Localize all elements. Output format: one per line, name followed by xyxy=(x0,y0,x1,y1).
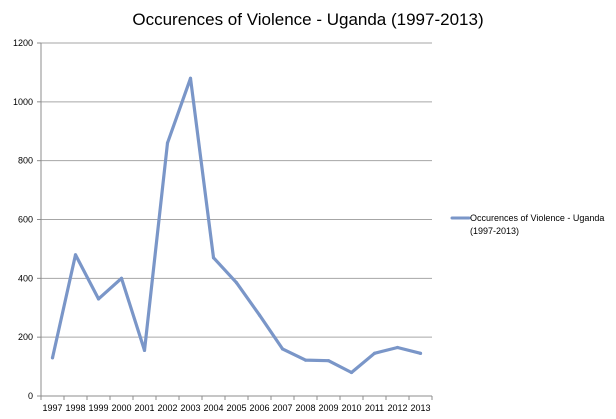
x-tick-labels: 1997 1998 1999 2000 2001 2002 2003 2004 2005 2006… xyxy=(42,403,430,413)
x-tick-label: 2012 xyxy=(387,403,407,413)
series-line-group xyxy=(50,76,423,375)
x-tick-label: 2007 xyxy=(272,403,292,413)
axes xyxy=(37,42,433,400)
data-point-2011 xyxy=(372,351,377,355)
x-tick-label: 1998 xyxy=(65,403,85,413)
data-point-2010 xyxy=(349,370,354,375)
series-line xyxy=(50,76,423,375)
data-point-2009 xyxy=(326,359,331,363)
data-point-1999 xyxy=(96,297,101,301)
data-point-2004 xyxy=(211,256,216,260)
x-tick-label: 2000 xyxy=(111,403,131,413)
x-tick-label: 2008 xyxy=(295,403,315,413)
y-tick-label: 1000 xyxy=(13,97,33,107)
gridlines xyxy=(41,42,432,338)
x-tick-label: 2005 xyxy=(226,403,246,413)
data-point-2000 xyxy=(119,276,124,280)
data-point-2001 xyxy=(142,348,147,353)
x-tick-label: 2003 xyxy=(180,403,200,413)
x-tick-label: 2011 xyxy=(365,403,384,413)
y-tick-label: 1200 xyxy=(13,38,33,48)
y-tick-label: 400 xyxy=(18,273,33,283)
legend-label-line1: Occurences of Violence - Uganda xyxy=(470,213,604,223)
y-tick-labels: 0 200 400 600 800 1000 1200 xyxy=(13,38,33,401)
x-tick-label: 2004 xyxy=(203,403,223,413)
y-tick-label: 800 xyxy=(18,156,33,166)
data-point-2008 xyxy=(303,358,308,362)
legend-label-line2: (1997-2013) xyxy=(470,226,519,236)
data-point-2007 xyxy=(280,347,285,351)
data-point-2003 xyxy=(188,76,193,80)
data-point-2013 xyxy=(418,351,423,355)
data-point-2012 xyxy=(395,345,400,350)
y-tick-label: 0 xyxy=(28,391,33,401)
x-tick-label: 2006 xyxy=(249,403,269,413)
y-tick-label: 200 xyxy=(18,332,33,342)
x-tick-label: 2009 xyxy=(318,403,338,413)
data-point-2002 xyxy=(165,141,170,145)
x-tick-label: 2010 xyxy=(341,403,361,413)
y-tick-label: 600 xyxy=(18,215,33,225)
x-tick-label: 1999 xyxy=(88,403,108,413)
x-tick-label: 2002 xyxy=(157,403,177,413)
x-tick-label: 2001 xyxy=(134,403,154,413)
x-tick-label: 2013 xyxy=(410,403,430,413)
legend: Occurences of Violence - Uganda (1997-20… xyxy=(450,213,604,236)
data-point-2006 xyxy=(257,313,262,317)
chart-title: Occurences of Violence - Uganda (1997-20… xyxy=(132,10,483,29)
data-point-2005 xyxy=(234,281,239,285)
x-tick-label: 1997 xyxy=(42,403,62,413)
data-point-1998 xyxy=(73,253,78,257)
data-point-1997 xyxy=(50,356,55,360)
